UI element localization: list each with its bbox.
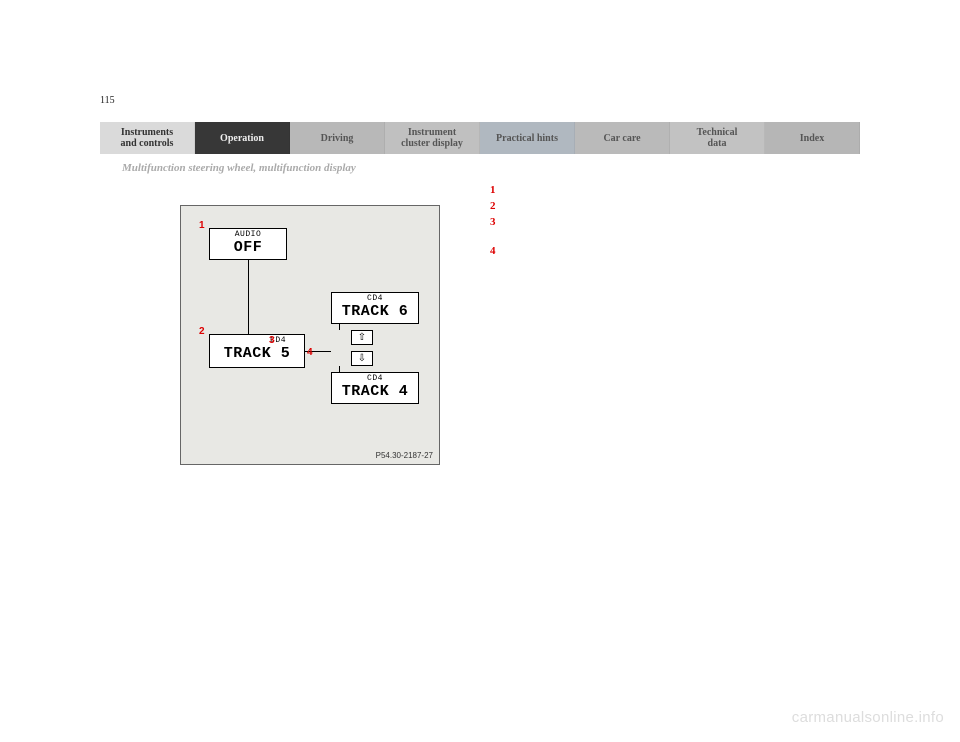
tab-label: Technical [697,127,738,138]
arrow-glyph: ⇧ [358,332,366,343]
tab-driving[interactable]: Driving [290,122,385,154]
callout-3: 3 [269,335,275,346]
tab-label: Operation [220,133,264,144]
legend-number: 1 [490,184,506,198]
tab-instruments[interactable]: Instruments and controls [100,122,195,154]
legend-row: 4 Current track [490,245,860,259]
diagram-code: P54.30-2187-27 [376,451,433,460]
section-title: Multifunction steering wheel, multifunct… [100,162,860,174]
tab-practical-hints[interactable]: Practical hints [480,122,575,154]
lcd-top-label: CD4 [332,374,418,383]
tab-technical-data[interactable]: Technical data [670,122,765,154]
legend-row: 2 CD player on [490,200,860,214]
tab-label: cluster display [401,138,463,149]
callout-2: 2 [199,326,205,337]
right-column: 1 CD player off 2 CD player on 3 Current… [480,184,860,465]
lcd-track6: CD4 TRACK 6 [331,292,419,324]
lcd-top-label: AUDIO [210,230,286,239]
callout-4: 4 [307,347,313,358]
left-column: CD player AUDIO OFF CD4 TRACK 5 [100,184,480,465]
legend-text: Current track [506,245,860,259]
content-area: CD player AUDIO OFF CD4 TRACK 5 [100,184,860,465]
legend-row: 1 CD player off [490,184,860,198]
lcd-audio-off: AUDIO OFF [209,228,287,260]
page-content: Instruments and controls Operation Drivi… [100,90,860,465]
cd-player-diagram: AUDIO OFF CD4 TRACK 5 CD4 TRACK 6 CD4 TR… [180,205,440,465]
lcd-main-label: TRACK 6 [332,303,418,320]
connector-line [248,260,249,334]
tab-label: Driving [321,133,354,144]
tab-cluster-display[interactable]: Instrument cluster display [385,122,480,154]
lcd-top-label: CD4 [332,294,418,303]
legend-number: 4 [490,245,506,259]
tab-index[interactable]: Index [765,122,860,154]
arrow-up-icon: ⇧ [351,330,373,345]
watermark: carmanualsonline.info [792,709,944,726]
connector-line [339,324,340,330]
legend-text: CD player off [506,184,860,198]
legend-number: 2 [490,200,506,214]
arrow-down-icon: ⇩ [351,351,373,366]
tab-operation[interactable]: Operation [195,122,290,154]
lcd-main-label: TRACK 5 [210,345,304,362]
lcd-main-label: OFF [210,239,286,256]
nav-tabs: Instruments and controls Operation Drivi… [100,122,860,154]
legend-text: CD player on [506,200,860,214]
callout-1: 1 [199,220,205,231]
tab-label: and controls [121,138,174,149]
lcd-track4: CD4 TRACK 4 [331,372,419,404]
legend-number: 3 [490,216,506,244]
lcd-top-label: CD4 [210,336,304,345]
lcd-main-label: TRACK 4 [332,383,418,400]
tab-label: data [697,138,738,149]
tab-car-care[interactable]: Car care [575,122,670,154]
legend-text: Current CD (for CD changer) CD changer m… [506,216,860,244]
tab-label: Instrument [401,127,463,138]
tab-label: Index [800,133,824,144]
legend-row: 3 Current CD (for CD changer) CD changer… [490,216,860,244]
tab-label: Car care [603,133,640,144]
tab-label: Instruments [121,127,174,138]
tab-label: Practical hints [496,133,558,144]
subhead-cd-player: CD player [100,184,480,199]
lcd-track5: CD4 TRACK 5 [209,334,305,368]
arrow-glyph: ⇩ [358,353,366,364]
